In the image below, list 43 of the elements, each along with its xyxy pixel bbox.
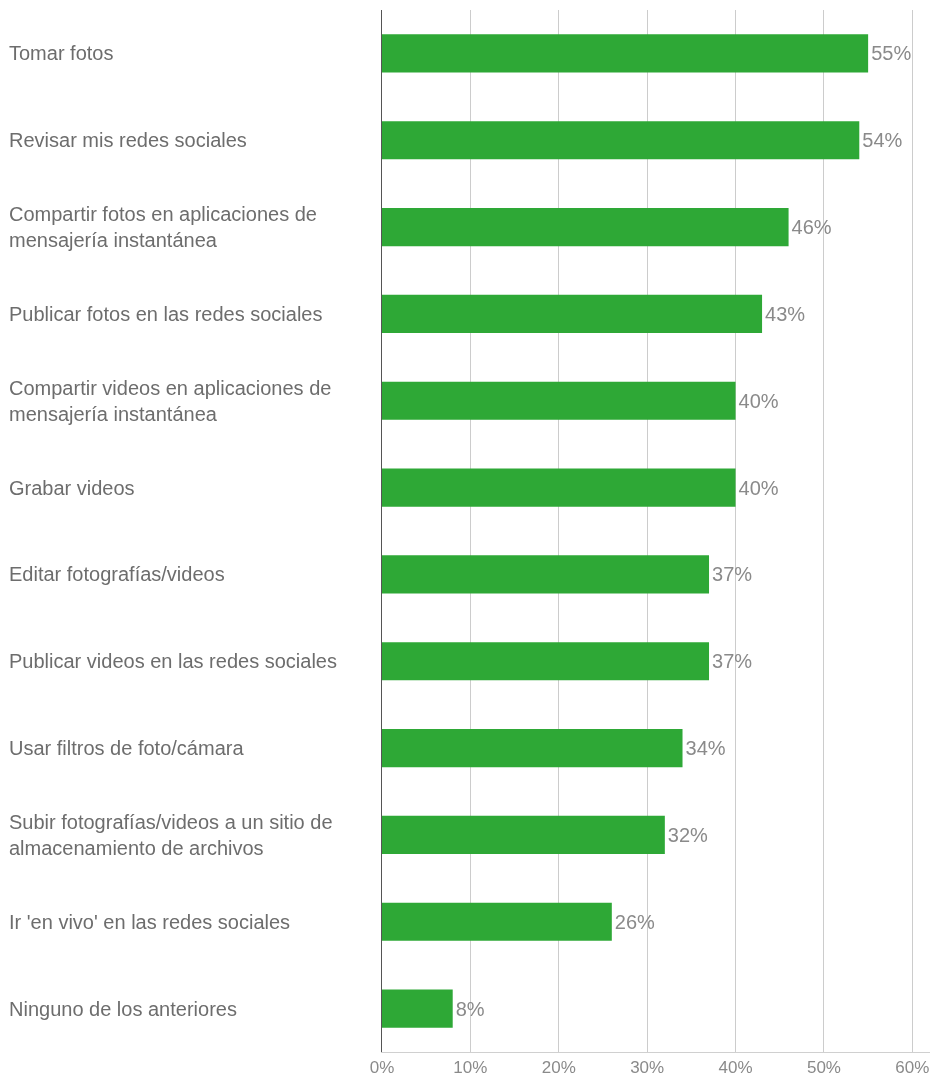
y-tick-label: Tomar fotos [9, 42, 114, 64]
bar [382, 34, 869, 73]
x-tick-label: 10% [453, 1058, 488, 1078]
y-tick-label: Ir 'en vivo' en las redes sociales [9, 911, 291, 933]
x-tick-label: 30% [630, 1058, 665, 1078]
y-tick-label: Editar fotografías/videos [9, 563, 225, 585]
data-label: 32% [667, 823, 709, 846]
y-tick-label: Grabar videos [9, 477, 135, 499]
x-tick-label: 60% [895, 1058, 930, 1078]
bar [382, 468, 736, 507]
bar [382, 815, 665, 855]
bar [382, 294, 763, 334]
bar [382, 207, 789, 247]
y-tick-label: Compartir videos en aplicaciones de mensajería instantánea [9, 377, 332, 425]
y-tick-label: Ninguno de los anteriores [9, 998, 237, 1020]
x-tick-label: 0% [369, 1058, 395, 1078]
bar [382, 555, 710, 594]
x-tick-label: 40% [718, 1058, 753, 1078]
bar [382, 902, 612, 941]
data-label: 37% [712, 650, 753, 673]
data-label: 43% [765, 302, 806, 325]
bar [382, 728, 683, 768]
y-tick-label: Revisar mis redes sociales [9, 129, 247, 151]
bar [382, 121, 860, 160]
data-label: 40% [738, 389, 779, 412]
data-label: 46% [791, 216, 832, 239]
y-tick-label: Subir fotografías/videos a un sitio de almacenamiento de archivos [9, 811, 333, 859]
bar [382, 642, 710, 681]
bar [382, 381, 736, 420]
bar [382, 989, 453, 1028]
x-tick-label: 50% [806, 1058, 841, 1078]
y-tick-label: Compartir fotos en aplicaciones de mensajería instantánea [9, 203, 317, 251]
data-label: 34% [685, 737, 726, 760]
data-label: 55% [871, 42, 912, 65]
x-tick-label: 20% [541, 1058, 576, 1078]
y-tick-label: Publicar videos en las redes sociales [9, 650, 337, 672]
data-label: 40% [738, 476, 779, 499]
data-label: 54% [862, 129, 903, 152]
y-tick-label: Publicar fotos en las redes sociales [9, 303, 323, 325]
data-label: 8% [455, 997, 485, 1020]
data-label: 37% [712, 563, 753, 586]
data-label: 26% [614, 910, 656, 933]
y-tick-label: Usar filtros de foto/cámara [9, 737, 245, 759]
